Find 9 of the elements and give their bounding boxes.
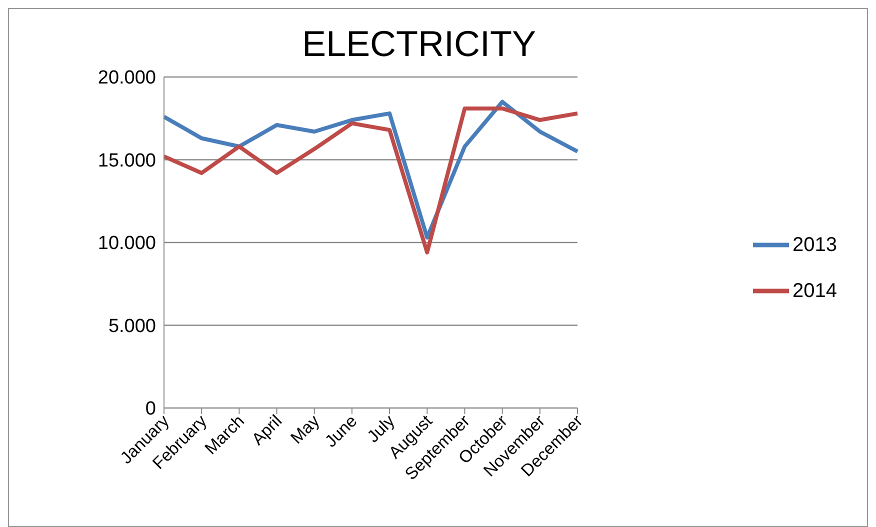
x-tick-label: May xyxy=(287,411,324,448)
legend-label: 2013 xyxy=(792,234,837,256)
chart-title: ELECTRICITY xyxy=(300,23,538,65)
y-tick-label: 0 xyxy=(145,398,156,420)
y-tick-label: 20.000 xyxy=(98,68,156,89)
y-tick-label: 5.000 xyxy=(108,316,156,337)
y-tick-label: 10.000 xyxy=(98,233,156,254)
legend-label: 2014 xyxy=(792,280,837,302)
y-tick-label: 15.000 xyxy=(98,150,156,172)
